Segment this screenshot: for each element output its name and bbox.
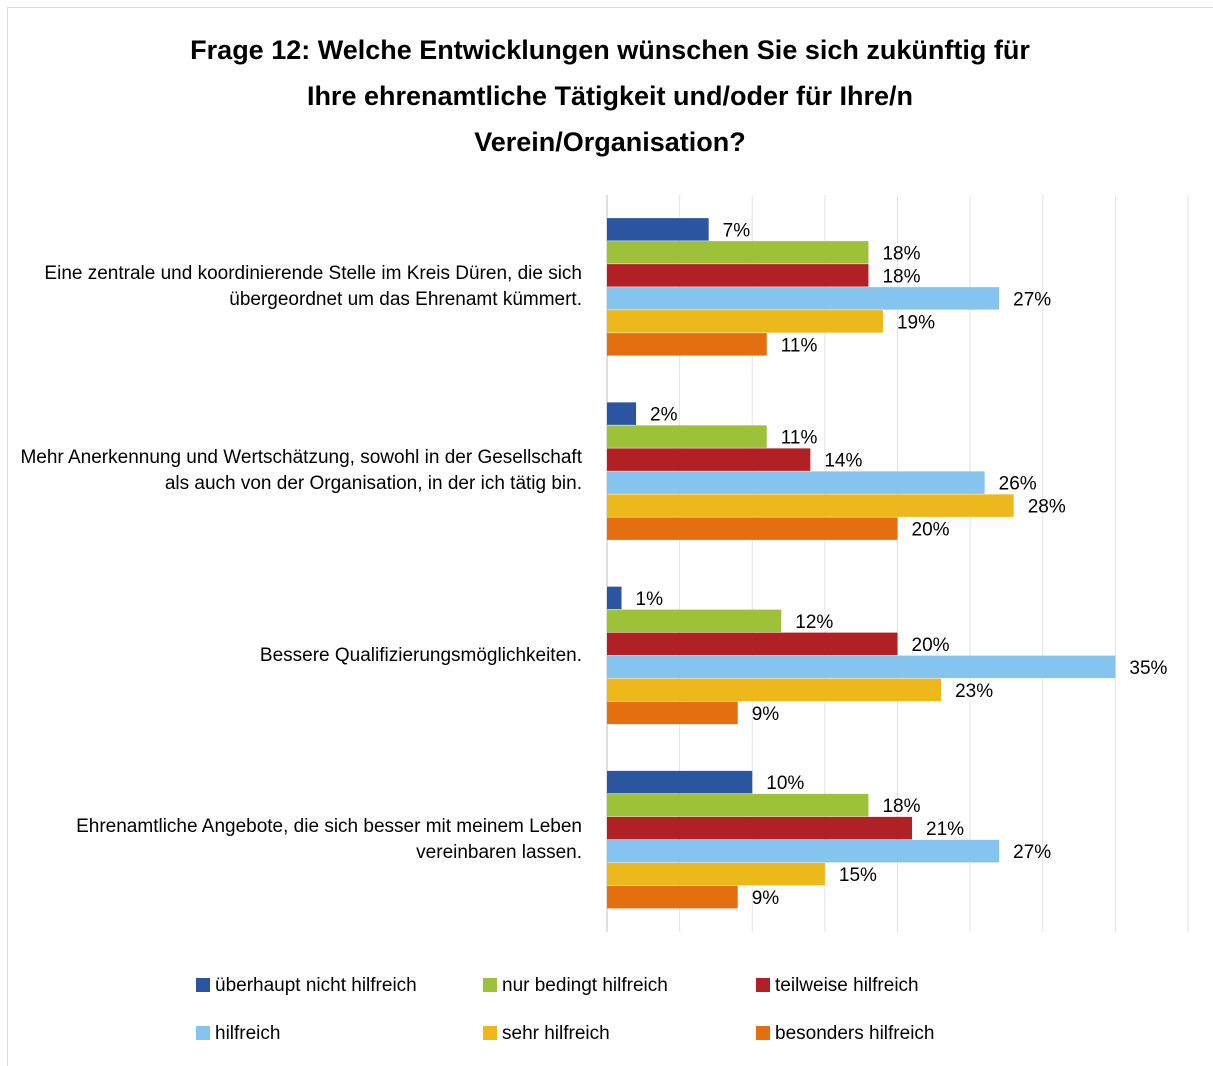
data-label: 28%: [1028, 497, 1066, 518]
data-label: 11%: [781, 428, 818, 449]
bar: [607, 241, 869, 264]
bar: [607, 839, 1000, 863]
bar: [607, 494, 1014, 517]
bar: [607, 402, 637, 425]
data-label: 26%: [999, 474, 1037, 495]
data-label: 27%: [1013, 289, 1051, 310]
legend-swatch: [483, 978, 497, 992]
legend-label: nur bedingt hilfreich: [502, 975, 668, 996]
legend-label: besonders hilfreich: [775, 1023, 934, 1044]
bar: [607, 517, 898, 540]
bar: [607, 425, 767, 448]
data-label: 1%: [636, 589, 664, 610]
bar: [607, 448, 811, 471]
bar: [607, 885, 738, 909]
data-label: 15%: [839, 865, 877, 886]
data-label: 7%: [723, 220, 751, 241]
data-label: 18%: [882, 266, 920, 287]
legend-label: überhaupt nicht hilfreich: [215, 975, 417, 996]
legend-label: teilweise hilfreich: [775, 975, 919, 996]
data-label: 12%: [795, 612, 833, 633]
legend-swatch: [196, 978, 210, 992]
data-label: 20%: [912, 520, 950, 541]
data-label: 9%: [752, 704, 780, 725]
chart-title: Ihre ehrenamtliche Tätigkeit und/oder fü…: [307, 81, 913, 111]
bar: [607, 816, 913, 840]
bar: [607, 586, 622, 610]
category-label: Eine zentrale und koordinierende Stelle …: [44, 263, 582, 311]
chart-title: Frage 12: Welche Entwicklungen wünschen …: [190, 35, 1030, 65]
data-label: 20%: [912, 635, 950, 656]
bar: [607, 333, 767, 356]
bar: [607, 655, 1116, 679]
legend-swatch: [756, 978, 770, 992]
bar: [607, 770, 753, 794]
data-label: 9%: [752, 888, 780, 909]
legend-label: hilfreich: [215, 1023, 280, 1044]
data-label: 35%: [1129, 658, 1167, 679]
legend-swatch: [196, 1026, 210, 1040]
category-label: Ehrenamtliche Angebote, die sich besser …: [76, 815, 582, 863]
bar: [607, 862, 825, 886]
bar: [607, 264, 869, 287]
bar: [607, 678, 942, 702]
legend-label: sehr hilfreich: [502, 1023, 610, 1044]
data-label: 18%: [882, 243, 920, 264]
bar: [607, 609, 782, 633]
data-label: 11%: [781, 335, 818, 356]
bar: [607, 793, 869, 817]
bar: [607, 310, 883, 333]
data-label: 27%: [1013, 842, 1051, 863]
data-label: 23%: [955, 681, 993, 702]
bar: [607, 701, 738, 725]
bar: [607, 287, 1000, 310]
data-label: 19%: [897, 312, 935, 333]
category-label: Mehr Anerkennung und Wertschätzung, sowo…: [20, 447, 582, 495]
data-label: 21%: [926, 819, 964, 840]
data-label: 2%: [650, 405, 678, 426]
legend-swatch: [756, 1026, 770, 1040]
chart-border: [7, 7, 1213, 1066]
data-label: 18%: [882, 796, 920, 817]
data-label: 10%: [766, 773, 804, 794]
chart-title: Verein/Organisation?: [474, 127, 746, 157]
legend-swatch: [483, 1026, 497, 1040]
category-label: Bessere Qualifizierungsmöglichkeiten.: [259, 644, 582, 666]
bar: [607, 471, 985, 494]
data-label: 14%: [824, 451, 862, 472]
bar: [607, 632, 898, 656]
bar: [607, 218, 709, 241]
